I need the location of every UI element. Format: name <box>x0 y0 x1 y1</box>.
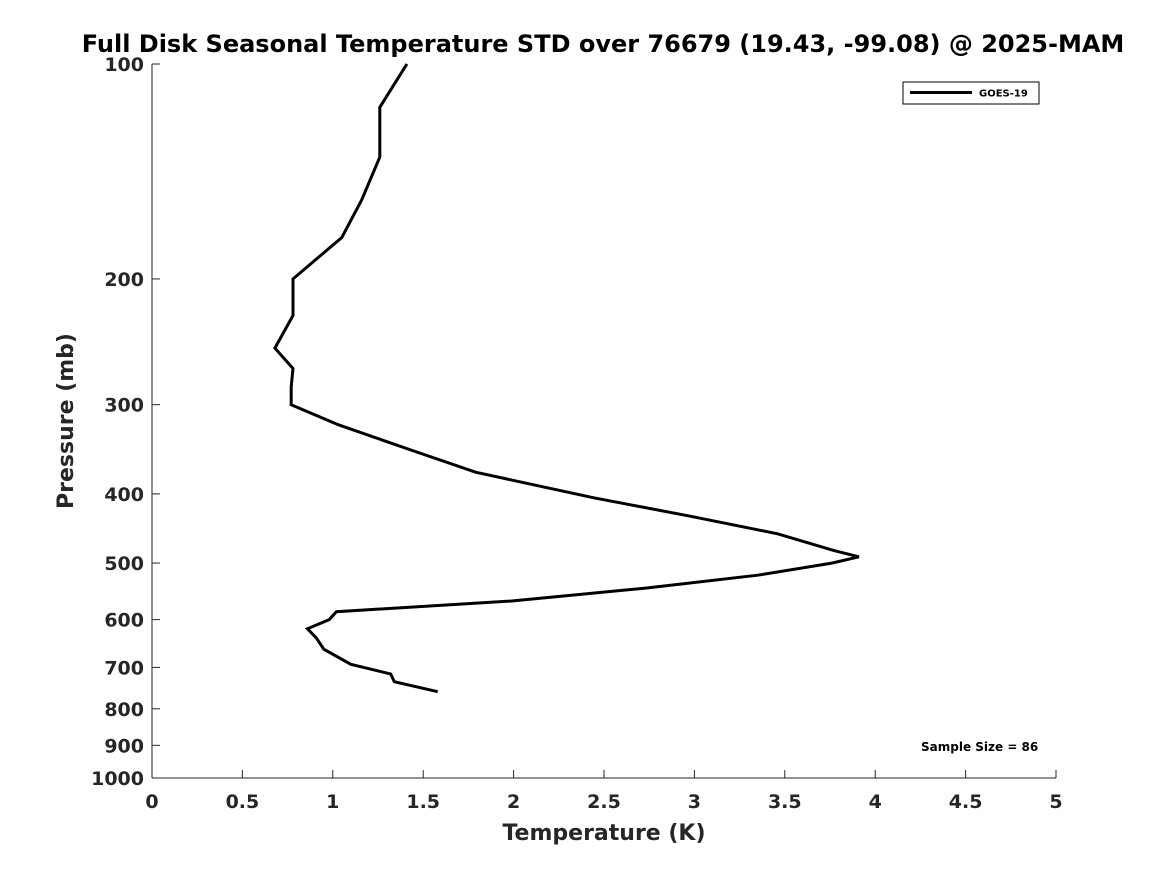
x-tick-label: 2.5 <box>587 791 621 813</box>
x-tick-label: 3.5 <box>768 791 802 813</box>
legend: GOES-19 <box>902 81 1040 105</box>
y-tick-label: 800 <box>104 699 144 721</box>
x-tick-label: 5 <box>1049 791 1062 813</box>
y-ticks: 100 200 300 400 500 600 700 800 900 1000 <box>91 54 160 790</box>
y-tick-label: 900 <box>104 735 144 757</box>
x-tick-label: 0.5 <box>226 791 260 813</box>
y-tick-label: 200 <box>104 269 144 291</box>
x-ticks: 0 0.5 1 1.5 2 2.5 3 3.5 4 4.5 5 <box>145 770 1063 813</box>
x-tick-label: 2 <box>507 791 520 813</box>
y-tick-label: 400 <box>104 484 144 506</box>
x-tick-label: 4.5 <box>949 791 983 813</box>
y-tick-label: 500 <box>104 553 144 575</box>
plot-area: 0 0.5 1 1.5 2 2.5 3 3.5 4 4.5 5 100 200 300 400 500 600… <box>91 54 1063 813</box>
x-tick-label: 3 <box>688 791 701 813</box>
chart-title: Full Disk Seasonal Temperature STD over … <box>82 30 1125 58</box>
x-tick-label: 0 <box>145 791 158 813</box>
series-group <box>273 63 860 694</box>
sample-size-annotation: Sample Size = 86 <box>921 740 1038 754</box>
y-tick-label: 700 <box>104 657 144 679</box>
x-tick-label: 1.5 <box>406 791 440 813</box>
y-tick-label: 600 <box>104 610 144 632</box>
y-tick-label: 300 <box>104 395 144 417</box>
y-axis-label: Pressure (mb) <box>54 333 79 509</box>
y-tick-label: 100 <box>104 54 144 76</box>
x-tick-label: 4 <box>869 791 882 813</box>
x-tick-label: 1 <box>326 791 339 813</box>
legend-label: GOES-19 <box>979 89 1028 100</box>
y-tick-label: 1000 <box>91 768 144 790</box>
series-line-goes-19 <box>273 63 860 694</box>
x-axis-label: Temperature (K) <box>502 821 705 846</box>
